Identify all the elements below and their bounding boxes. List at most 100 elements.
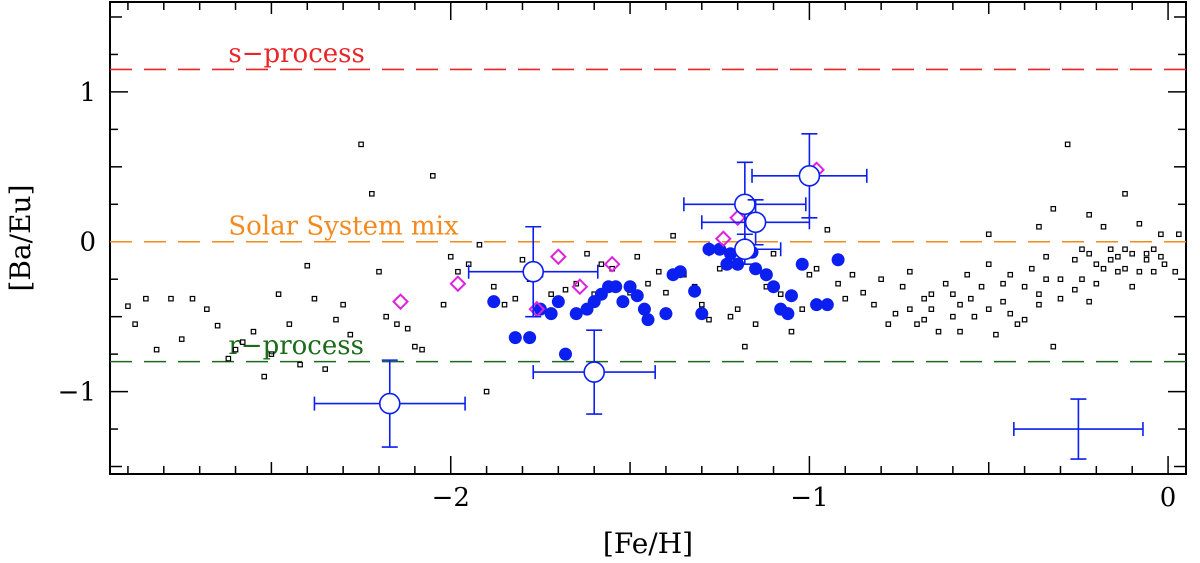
tick-labels: −2 −1 0 −1 0 1 <box>58 78 1177 513</box>
filled-star-point <box>659 307 673 321</box>
x-tick-label: −1 <box>790 483 828 513</box>
field-star-point <box>752 321 759 327</box>
field-star-point <box>777 291 784 297</box>
field-star-point <box>1176 231 1182 238</box>
field-star-point <box>1086 250 1092 257</box>
filled-star-point <box>781 307 795 321</box>
series-open-blue-stars <box>313 133 868 448</box>
filled-star-point <box>695 307 709 321</box>
filled-star-point <box>820 298 834 312</box>
field-star-point <box>598 261 605 268</box>
filled-star-point <box>487 295 501 309</box>
field-star-point <box>1050 343 1057 350</box>
field-star-point <box>261 373 268 380</box>
field-star-point <box>985 261 992 268</box>
field-star-point <box>1161 261 1168 268</box>
field-star-point <box>1143 250 1150 257</box>
field-star-point <box>928 291 935 297</box>
field-star-point <box>1129 250 1136 257</box>
field-star-point <box>490 283 497 290</box>
field-star-point <box>1079 276 1085 283</box>
diamond-star-point <box>714 230 732 248</box>
error-bar-point <box>467 225 599 318</box>
field-star-point <box>239 339 246 345</box>
open-star-point <box>378 392 401 415</box>
field-star-point <box>1057 295 1064 302</box>
filled-star-point <box>637 302 651 316</box>
field-star-point <box>358 141 364 148</box>
field-star-point <box>1086 298 1092 305</box>
open-star-point <box>522 260 545 283</box>
series-filled-blue-stars <box>487 238 845 361</box>
field-star-point <box>921 295 927 302</box>
error-bar-point <box>751 133 868 219</box>
field-star-point <box>860 289 867 296</box>
x-tick-label: 0 <box>1160 483 1177 513</box>
series-field-stars <box>125 141 1182 395</box>
diamond-star-point <box>571 278 589 296</box>
field-star-point <box>132 321 138 327</box>
field-star-point <box>322 366 329 372</box>
filled-star-point <box>795 257 809 271</box>
field-star-point <box>645 280 651 287</box>
field-star-point <box>1072 256 1078 263</box>
field-star-point <box>788 328 795 335</box>
field-star-point <box>286 321 293 327</box>
field-star-point <box>967 295 974 302</box>
field-star-point <box>670 232 676 239</box>
open-star-point <box>734 238 756 261</box>
field-star-point <box>907 306 913 312</box>
field-star-point <box>1043 276 1049 283</box>
field-star-point <box>1036 291 1042 297</box>
x-axis-label: [Fe/H] <box>603 527 693 560</box>
field-star-point <box>942 280 949 287</box>
y-tick-label: −1 <box>58 378 96 408</box>
x-tick-label: −2 <box>432 483 470 513</box>
open-star-point <box>583 361 606 383</box>
field-star-point <box>440 301 447 308</box>
field-star-point <box>1072 286 1078 293</box>
s-process-label: s−process <box>228 39 364 69</box>
field-star-point <box>204 306 210 312</box>
diamond-star-point <box>449 275 467 293</box>
field-star-point <box>412 343 418 350</box>
field-star-point <box>1086 211 1092 218</box>
field-star-point <box>1172 268 1179 275</box>
field-star-point <box>806 271 813 278</box>
filled-star-point <box>533 302 547 316</box>
field-star-point <box>153 346 160 353</box>
field-star-point <box>1007 271 1014 278</box>
field-star-point <box>1000 280 1006 287</box>
field-star-point <box>1100 223 1107 230</box>
field-star-point <box>178 336 185 342</box>
field-star-point <box>125 303 131 309</box>
field-star-point <box>1143 256 1150 263</box>
field-star-point <box>921 316 927 323</box>
filled-star-point <box>559 347 573 361</box>
field-star-point <box>842 295 849 302</box>
field-star-point <box>383 313 389 320</box>
diamond-star-point <box>603 255 621 273</box>
field-star-point <box>663 289 669 296</box>
field-star-point <box>971 313 978 320</box>
field-star-point <box>584 250 590 257</box>
reference-lines: s−process Solar System mix r−process <box>110 39 1186 363</box>
field-star-point <box>1107 256 1114 263</box>
field-star-point <box>892 310 899 317</box>
field-star-point <box>143 295 149 302</box>
data-series <box>125 133 1182 460</box>
field-star-point <box>985 306 992 312</box>
field-star-point <box>655 268 662 275</box>
field-star-point <box>706 316 712 323</box>
filled-star-point <box>767 280 781 294</box>
field-star-point <box>950 313 956 320</box>
field-star-point <box>189 295 196 302</box>
filled-star-point <box>749 262 763 276</box>
field-star-point <box>1107 246 1114 253</box>
field-star-point <box>297 361 303 368</box>
field-star-point <box>734 306 741 312</box>
field-star-point <box>1036 223 1042 230</box>
field-star-point <box>512 295 519 302</box>
field-star-point <box>347 331 354 338</box>
